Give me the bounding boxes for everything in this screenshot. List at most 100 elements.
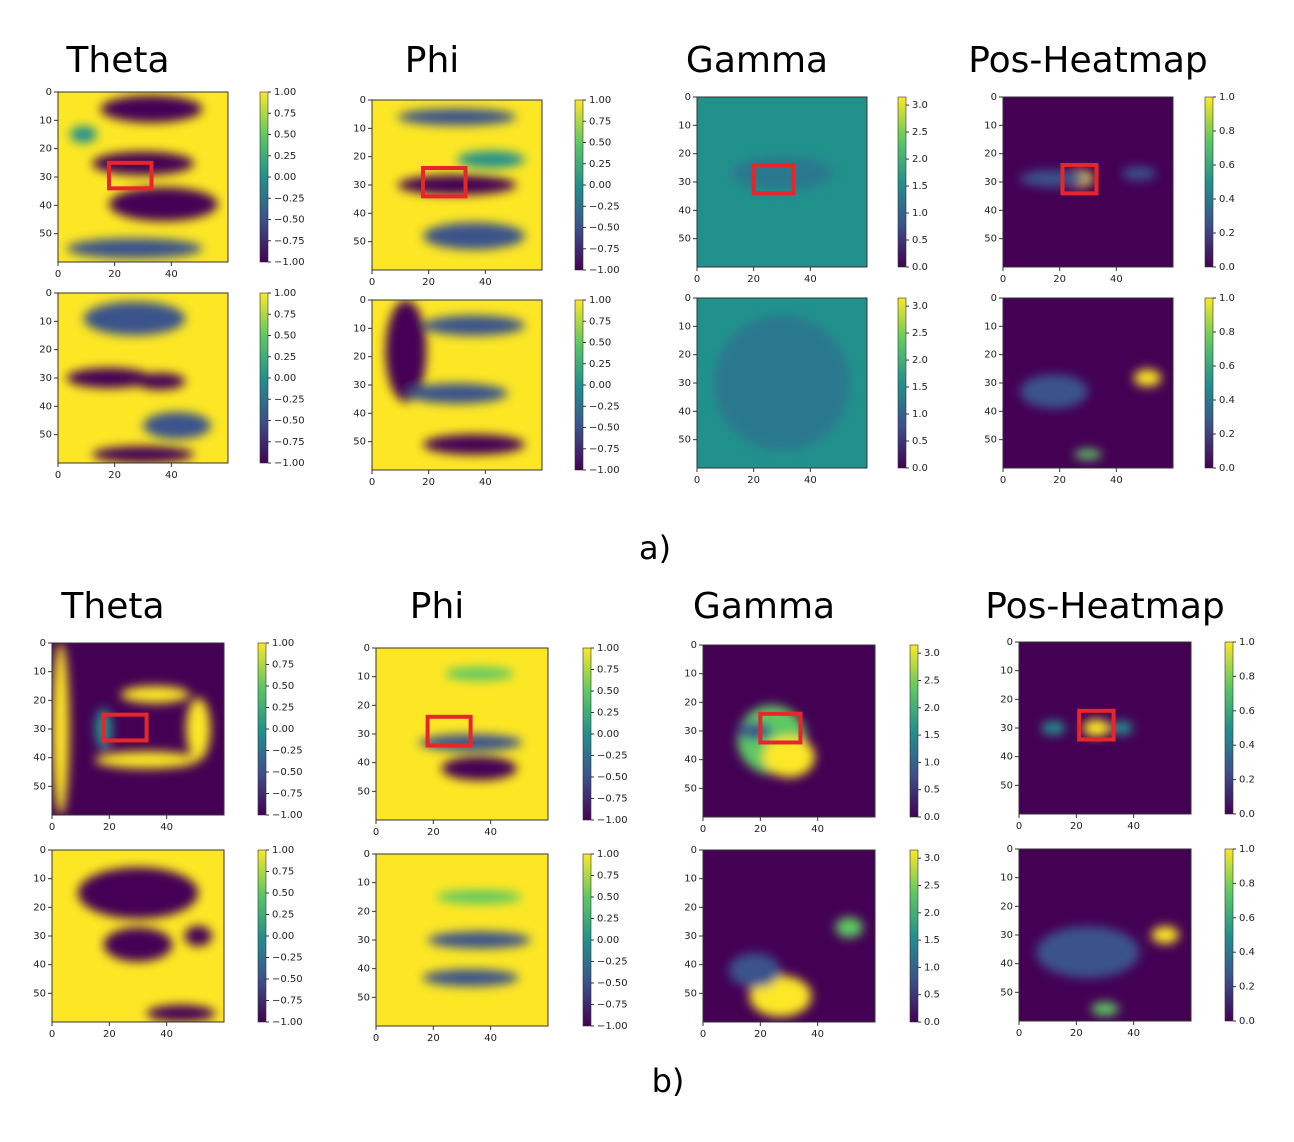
heatmap-panel: 0 20 40 0 10 20 30 40 50 −1.00 −0.75 −0.50 −0.25 0.00… (357, 849, 627, 1044)
colorbar-tick-label: −1.00 (597, 1021, 628, 1032)
panel-title: Theta (60, 586, 164, 627)
y-tick-label: 0 (46, 288, 52, 299)
heatmap-image (1041, 719, 1133, 737)
colorbar-tick-label: 0.25 (274, 151, 296, 162)
heat-blob (134, 372, 186, 390)
heatmap-panel: 0 20 40 0 10 20 30 40 50 −1.00 −0.75 −0.50 −0.25 0.00… (39, 87, 304, 280)
section-label: a) (639, 529, 671, 567)
colorbar-tick-label: −0.75 (274, 437, 305, 448)
colorbar-tick-label: 1.5 (912, 382, 928, 393)
y-tick-label: 0 (360, 295, 366, 306)
heat-blob (95, 751, 199, 769)
y-tick-label: 40 (684, 755, 697, 766)
panel-title: Pos-Heatmap (985, 586, 1225, 627)
heat-blob (457, 151, 525, 168)
colorbar-tick-label: −0.75 (272, 789, 303, 800)
colorbar-tick-label: 0.6 (1239, 706, 1255, 717)
colorbar-tick-label: −0.50 (274, 416, 305, 427)
colorbar-tick-label: 0.75 (597, 871, 619, 882)
panel-title: Gamma (686, 40, 828, 81)
colorbar-tick-label: −0.50 (597, 978, 628, 989)
colorbar-tick-label: 0.00 (589, 180, 611, 191)
x-tick-label: 0 (1016, 821, 1022, 832)
colorbar-tick-label: −1.00 (274, 257, 305, 268)
y-tick-label: 20 (678, 149, 691, 160)
colorbar-tick-label: 2.0 (924, 703, 940, 714)
heat-blob (1020, 170, 1088, 188)
y-tick-label: 10 (357, 878, 370, 889)
highlight-box (751, 163, 796, 196)
y-tick-label: 50 (353, 237, 366, 248)
colorbar-tick-label: 0.75 (272, 660, 294, 671)
colorbar (259, 292, 269, 464)
y-tick-label: 50 (984, 234, 997, 245)
heatmap-image (422, 890, 531, 987)
heat-blob (1151, 926, 1179, 944)
y-tick-label: 40 (353, 408, 366, 419)
highlight-box (421, 166, 468, 199)
x-tick-label: 40 (484, 827, 497, 838)
heatmap-panel: 0 20 40 0 10 20 30 40 50 −1.00 −0.75 −0.50 −0.25 0.00… (33, 845, 302, 1040)
colorbar-tick-label: −1.00 (597, 815, 628, 826)
colorbar-tick-label: 1.00 (597, 849, 619, 860)
y-tick-label: 30 (1000, 930, 1013, 941)
y-tick-label: 40 (984, 406, 997, 417)
heatmap-image (66, 95, 218, 259)
y-tick-label: 30 (684, 931, 697, 942)
y-tick-label: 20 (684, 902, 697, 913)
colorbar-tick-label: −0.25 (597, 751, 628, 762)
colorbar-tick-label: 1.0 (924, 757, 940, 768)
colorbar-tick-label: −0.50 (589, 423, 620, 434)
y-tick-label: 30 (33, 724, 46, 735)
colorbar (574, 99, 584, 271)
heatmap-panel: 0 20 40 0 10 20 30 40 50 −1.00 −0.75 −0.50 −0.25 0.00… (353, 95, 619, 288)
colorbar-tick-label: 0.00 (272, 931, 294, 942)
y-tick-label: 50 (357, 992, 370, 1003)
y-tick-label: 30 (678, 378, 691, 389)
heat-blob (423, 315, 525, 336)
x-tick-label: 20 (422, 277, 435, 288)
colorbar-tick-label: 0.25 (589, 159, 611, 170)
colorbar (897, 297, 907, 469)
highlight-box (101, 712, 149, 743)
y-tick-label: 0 (691, 845, 697, 856)
y-tick-label: 0 (40, 845, 46, 856)
y-tick-label: 50 (684, 783, 697, 794)
y-tick-label: 20 (684, 697, 697, 708)
y-tick-label: 40 (684, 960, 697, 971)
x-tick-label: 0 (369, 477, 375, 488)
heatmap-image (728, 917, 863, 1017)
y-tick-label: 50 (353, 437, 366, 448)
colorbar (257, 642, 267, 816)
colorbar-tick-label: 0.75 (274, 309, 296, 320)
x-tick-label: 40 (160, 1029, 173, 1040)
y-tick-label: 20 (678, 350, 691, 361)
x-tick-label: 0 (369, 277, 375, 288)
heatmap-panel: 0 20 40 0 10 20 30 40 50 0.0 0.5 1.0 1.5 2.0 2.5 3.0 (678, 293, 928, 486)
colorbar-tick-label: 1.0 (1239, 844, 1255, 855)
heatmap-image (731, 156, 833, 191)
x-tick-label: 0 (1016, 1028, 1022, 1039)
heatmap-image (397, 108, 525, 250)
heat-blob (52, 643, 70, 815)
heat-blob (385, 300, 427, 402)
colorbar-tick-label: −0.75 (597, 1000, 628, 1011)
x-tick-label: 0 (373, 1033, 379, 1044)
x-tick-label: 40 (1110, 475, 1123, 486)
colorbar-tick-label: 0.50 (274, 331, 296, 342)
heat-blob (1133, 369, 1162, 387)
y-tick-label: 40 (39, 200, 52, 211)
y-tick-label: 10 (684, 669, 697, 680)
colorbar-tick-label: 0.25 (589, 359, 611, 370)
y-tick-label: 40 (984, 205, 997, 216)
colorbar-tick-label: 1.00 (272, 638, 294, 649)
heatmap-image (52, 643, 211, 815)
heatmap-panel: 0 20 40 0 10 20 30 40 50 −1.00 −0.75 −0.50 −0.25 0.00… (39, 288, 304, 481)
heat-blob (186, 698, 211, 760)
colorbar-tick-label: −0.25 (589, 201, 620, 212)
x-tick-label: 0 (373, 827, 379, 838)
y-tick-label: 0 (685, 92, 691, 103)
y-tick-label: 20 (1000, 901, 1013, 912)
colorbar-tick-label: 0.50 (272, 681, 294, 692)
heatmap-image (1036, 926, 1179, 1016)
